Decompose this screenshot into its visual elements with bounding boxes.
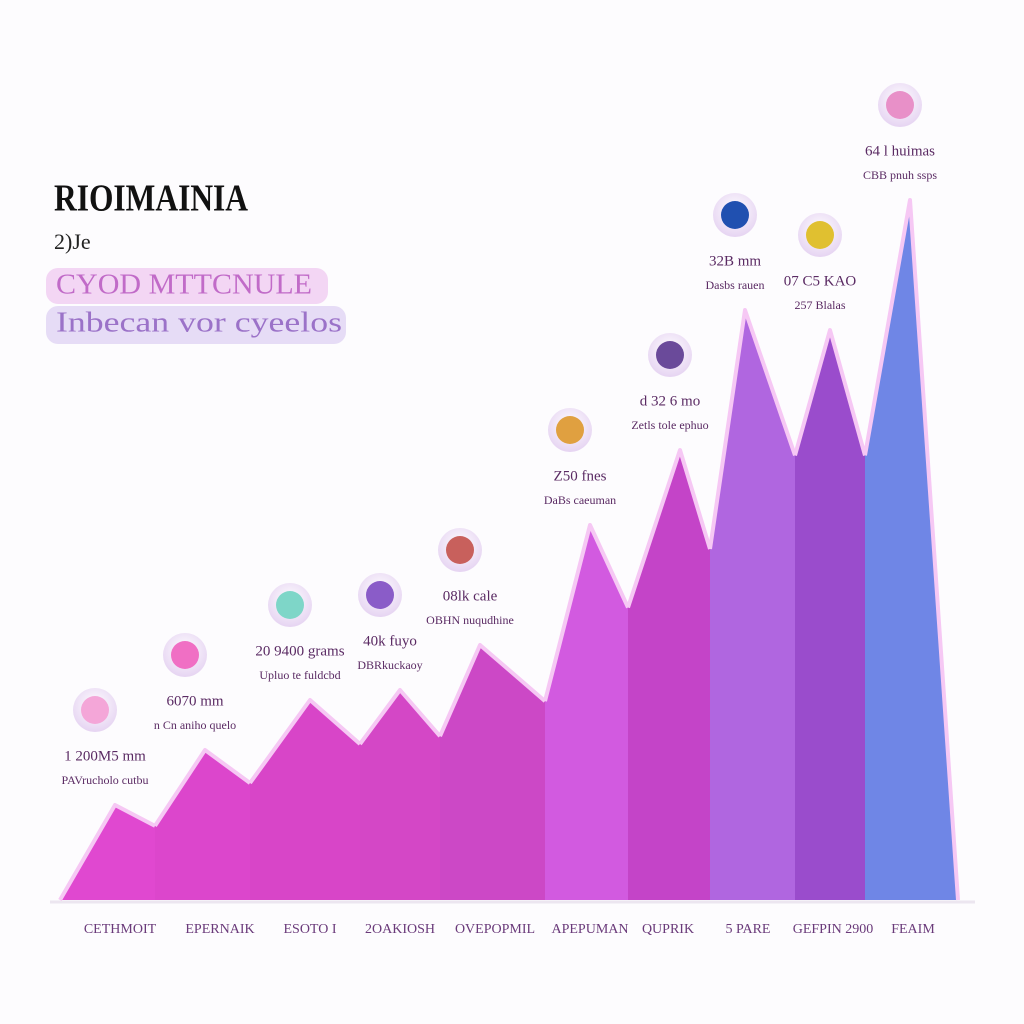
annotation-value: 64 l huimas xyxy=(865,143,935,159)
tag-background xyxy=(46,306,346,344)
annotation-note: n Cn aniho quelo xyxy=(154,718,236,732)
x-tick-label: FEAIM xyxy=(891,922,935,937)
annotation-note: DBRkuckaoy xyxy=(357,658,422,672)
peak-column xyxy=(155,750,250,900)
annotation-value: 07 C5 KAO xyxy=(784,273,857,289)
avatar xyxy=(81,696,109,724)
annotation-value: 08lk cale xyxy=(443,588,498,604)
tag: CYOD MTTCNULE xyxy=(56,269,312,300)
annotation-note: 257 Blalas xyxy=(795,298,846,312)
x-tick-label: GEFPIN 2900 xyxy=(793,922,874,937)
peak-column xyxy=(795,330,865,900)
x-tick-label: 2OAKIOSH xyxy=(365,922,435,937)
annotation-value: 20 9400 grams xyxy=(255,643,344,659)
peak-highlight xyxy=(58,803,156,902)
avatar xyxy=(721,201,749,229)
annotation-value: d 32 6 mo xyxy=(640,393,700,409)
avatar xyxy=(886,91,914,119)
annotation-value: 40k fuyo xyxy=(363,633,417,649)
peak-highlight xyxy=(626,448,712,609)
chart-subtitle: 2)Je xyxy=(54,229,91,254)
peak-column xyxy=(865,200,958,900)
peak-highlight xyxy=(248,698,362,785)
peak-column xyxy=(545,525,628,900)
annotation-note: OBHN nuqudhine xyxy=(426,613,514,627)
avatar xyxy=(276,591,304,619)
annotation-value: 1 200M5 mm xyxy=(64,748,146,764)
tag-background xyxy=(46,268,328,304)
annotation-value: Z50 fnes xyxy=(554,468,607,484)
annotation-value: 6070 mm xyxy=(166,693,223,709)
peak-column xyxy=(250,700,360,900)
peak-highlight xyxy=(438,643,547,738)
peak-column xyxy=(628,450,710,900)
avatar xyxy=(446,536,474,564)
x-tick-label: QUPRIK xyxy=(642,922,694,937)
annotation-value: 32B mm xyxy=(709,253,761,269)
peak-highlight xyxy=(543,523,630,702)
peak-column xyxy=(440,645,545,900)
peak-highlight xyxy=(708,308,797,550)
peak-column xyxy=(360,690,440,900)
peak-highlight xyxy=(863,198,960,901)
annotation-note: DaBs caeuman xyxy=(544,493,616,507)
annotation-note: Zetls tole ephuo xyxy=(631,418,708,432)
annotation-note: PAVrucholo cutbu xyxy=(62,773,149,787)
tag: Inbecan vor cyeelos xyxy=(56,307,342,338)
peak-highlight xyxy=(793,328,867,456)
x-tick-label: OVEPOPMIL xyxy=(455,922,535,937)
peak-highlight xyxy=(358,688,442,746)
avatar xyxy=(656,341,684,369)
x-tick-label: 5 PARE xyxy=(725,922,770,937)
annotation-note: Upluo te fuldcbd xyxy=(259,668,340,682)
avatar xyxy=(366,581,394,609)
avatar xyxy=(806,221,834,249)
chart-title: RIOIMAINIA xyxy=(54,178,248,220)
x-tick-label: ESOTO I xyxy=(283,922,336,937)
avatar xyxy=(556,416,584,444)
peak-column xyxy=(60,805,155,900)
x-tick-label: CETHMOIT xyxy=(84,922,157,937)
peak-column xyxy=(710,310,795,900)
peak-highlight xyxy=(153,748,252,828)
annotation-note: CBB pnuh ssps xyxy=(863,168,937,182)
x-tick-label: APEPUMAN xyxy=(551,922,628,937)
annotation-note: Dasbs rauen xyxy=(706,278,765,292)
x-tick-label: EPERNAIK xyxy=(185,922,254,937)
avatar xyxy=(171,641,199,669)
